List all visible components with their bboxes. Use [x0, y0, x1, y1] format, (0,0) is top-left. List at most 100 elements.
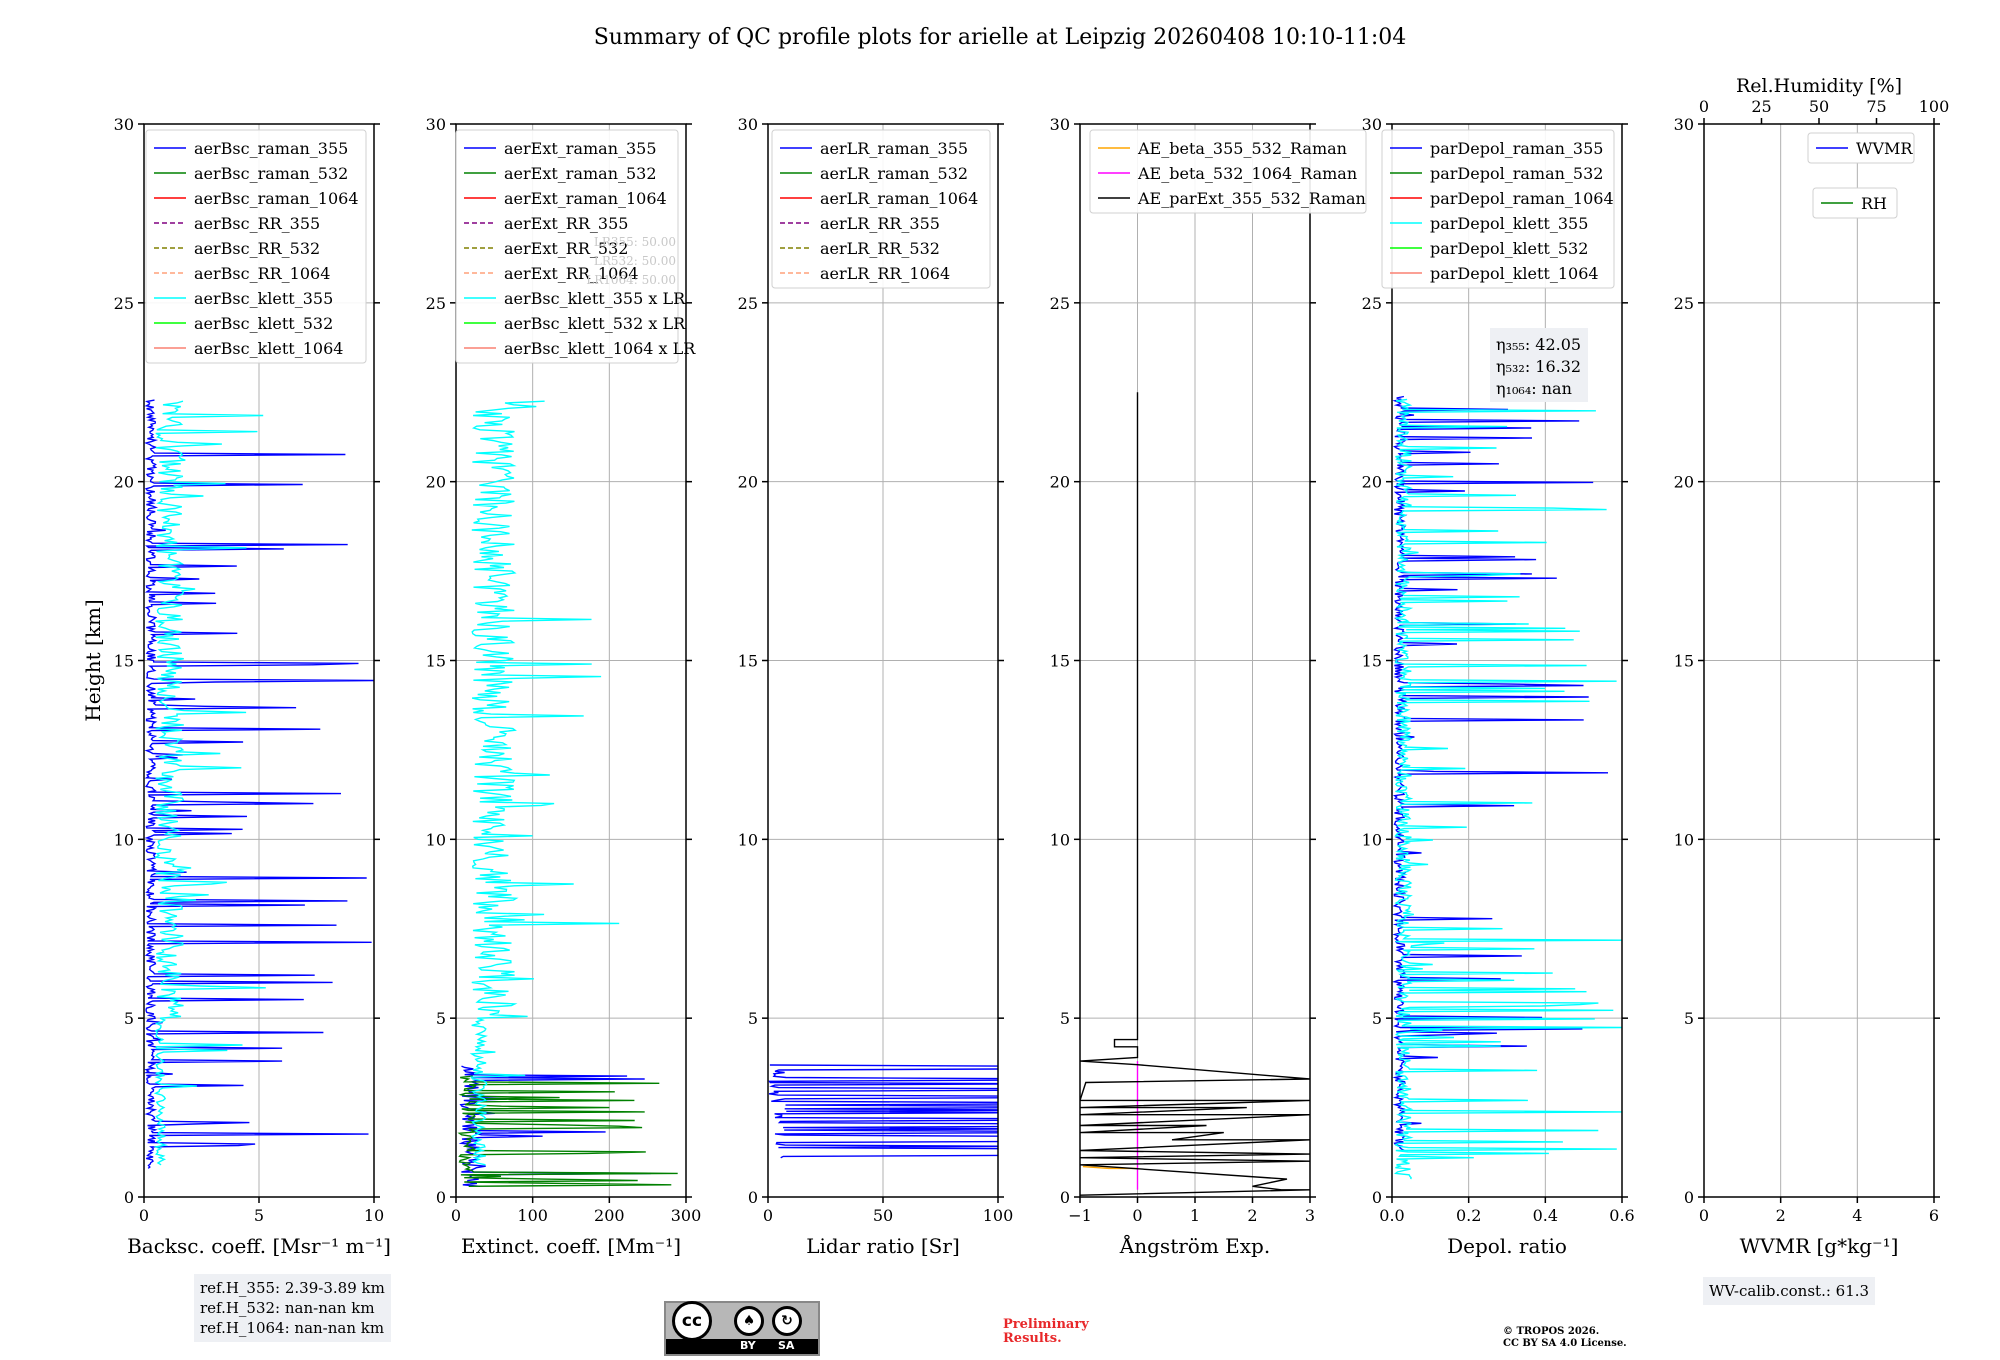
y-tick-label: 20: [114, 473, 134, 492]
series-line-aerext-raman-355: [458, 1065, 651, 1187]
ref-height-1064: ref.H_1064: nan-nan km: [200, 1319, 385, 1337]
axes-frame: [1391, 123, 1623, 1198]
legend-box: [1812, 187, 1898, 219]
legend-label: aerBsc_RR_532: [194, 239, 320, 258]
legend-label: aerBsc_klett_355: [194, 289, 333, 308]
preliminary-note: Preliminary Results.: [1003, 1318, 1123, 1346]
x-axis-label: WVMR [g*kg⁻¹]: [1740, 1234, 1899, 1258]
wv-calib-box: WV-calib.const.: 61.3: [1703, 1277, 1876, 1305]
x-tick-label: 200: [594, 1206, 625, 1225]
legend-box: [145, 129, 367, 364]
eta-box: [1490, 328, 1588, 402]
x-tick-label: 2: [1776, 1206, 1786, 1225]
by-attribution-icon: ♠: [734, 1306, 764, 1336]
y-tick-label: 30: [1674, 115, 1694, 134]
eta-annotation: η₃₅₅: 42.05: [1496, 335, 1581, 354]
legend-label: aerLR_RR_1064: [820, 264, 950, 283]
eta-annotation: η₅₃₂: 16.32: [1496, 357, 1581, 376]
legend-label: aerBsc_RR_1064: [194, 264, 330, 283]
preliminary-line-2: Results.: [1003, 1331, 1062, 1346]
chart-panel-6: 0 5 10 15 20 25 30 0 2 4 6 0 25 50 75 100 Rel.Humidity […: [1674, 75, 1950, 1258]
legend-label: aerBsc_raman_532: [194, 164, 348, 183]
y-tick-label: 5: [124, 1009, 134, 1028]
x-tick-label: 100: [517, 1206, 548, 1225]
x-axis-label: Ångström Exp.: [1119, 1233, 1270, 1258]
x-tick-label: 2: [1247, 1206, 1257, 1225]
legend-label: aerBsc_klett_355 x LR: [504, 289, 686, 308]
x-tick-label: 10: [364, 1206, 384, 1225]
legend-label: parDepol_klett_1064: [1430, 264, 1599, 283]
y-tick-label: 20: [1674, 473, 1694, 492]
y-tick-label: 30: [426, 115, 446, 134]
x-tick-label: 0: [1132, 1206, 1142, 1225]
legend-label: aerExt_raman_1064: [504, 189, 667, 208]
y-tick-label: 10: [426, 830, 446, 849]
legend-label: aerBsc_klett_1064: [194, 339, 343, 358]
y-tick-label: 25: [1050, 294, 1070, 313]
legend-label: WVMR: [1856, 139, 1913, 158]
x-tick-label: 5: [254, 1206, 264, 1225]
y-tick-label: 0: [1684, 1188, 1694, 1207]
series-line-pardepol-klett-355: [1393, 398, 1622, 1180]
share-alike-icon: ↻: [772, 1306, 802, 1336]
ref-height-box: ref.H_355: 2.39-3.89 km ref.H_532: nan-n…: [194, 1274, 391, 1342]
y-tick-label: 15: [1050, 652, 1070, 671]
legend-label: parDepol_klett_532: [1430, 239, 1588, 258]
axes-frame: [143, 123, 375, 1198]
x-axis-label: Backsc. coeff. [Msr⁻¹ m⁻¹]: [127, 1234, 391, 1258]
y-tick-label: 10: [1674, 830, 1694, 849]
legend-label: AE_parExt_355_532_Raman: [1137, 189, 1366, 208]
legend-box: [1381, 129, 1615, 289]
y-tick-label: 20: [1362, 473, 1382, 492]
axes-frame: [1703, 123, 1935, 1198]
cc-license-badge: cc ♠ ↻ BY SA: [664, 1301, 820, 1356]
axes-frame: [455, 123, 687, 1198]
legend-label: aerBsc_raman_1064: [194, 189, 359, 208]
legend-label: aerBsc_klett_532: [194, 314, 333, 333]
legend-label: parDepol_raman_1064: [1430, 189, 1614, 208]
x2-tick-label: 50: [1809, 97, 1829, 116]
legend-label: aerExt_raman_355: [504, 139, 657, 158]
x-tick-label: 0: [451, 1206, 461, 1225]
eta-annotation: η₁₀₆₄: nan: [1496, 379, 1572, 398]
y-tick-label: 0: [124, 1188, 134, 1207]
y-tick-label: 10: [1050, 830, 1070, 849]
y-tick-label: 0: [748, 1188, 758, 1207]
legend-label: aerBsc_klett_1064 x LR: [504, 339, 696, 358]
x-tick-label: 0.2: [1456, 1206, 1481, 1225]
series-line-aerbsc-klett-355-x-lr: [469, 400, 620, 1166]
legend-label: AE_beta_355_532_Raman: [1137, 139, 1347, 158]
x-tick-label: 6: [1929, 1206, 1939, 1225]
y-axis-label: Height [km]: [81, 599, 105, 721]
legend-box: [1089, 129, 1367, 214]
y-tick-label: 5: [748, 1009, 758, 1028]
x-tick-label: 0.6: [1609, 1206, 1634, 1225]
legend-label: parDepol_raman_532: [1430, 164, 1603, 183]
copyright-note: © TROPOS 2026. CC BY SA 4.0 License.: [1503, 1326, 1663, 1350]
series-line-aerlr-raman-355: [768, 1064, 998, 1159]
series-line-aerbsc-klett-355: [153, 400, 266, 1166]
x-tick-label: 0.0: [1379, 1206, 1404, 1225]
series-group: [1392, 395, 1622, 1180]
y-tick-label: 25: [738, 294, 758, 313]
y-tick-label: 15: [114, 652, 134, 671]
x-tick-label: 50: [873, 1206, 893, 1225]
x2-axis-label: Rel.Humidity [%]: [1736, 75, 1902, 97]
cc-sa-label: SA: [778, 1339, 795, 1352]
x-axis-label: Extinct. coeff. [Mm⁻¹]: [461, 1234, 681, 1258]
x-axis-label: Depol. ratio: [1447, 1234, 1567, 1258]
y-tick-label: 25: [1362, 294, 1382, 313]
y-tick-label: 5: [436, 1009, 446, 1028]
y-tick-label: 25: [426, 294, 446, 313]
legend-label: RH: [1861, 194, 1887, 213]
legend-label: aerBsc_RR_355: [194, 214, 320, 233]
x-tick-label: 100: [983, 1206, 1014, 1225]
x2-tick-label: 0: [1699, 97, 1709, 116]
legend-box: [1807, 132, 1915, 164]
legend-label: aerExt_raman_532: [504, 164, 657, 183]
x-tick-label: −1: [1068, 1206, 1092, 1225]
legend-label: aerLR_RR_355: [820, 214, 940, 233]
x-tick-label: 0: [1699, 1206, 1709, 1225]
